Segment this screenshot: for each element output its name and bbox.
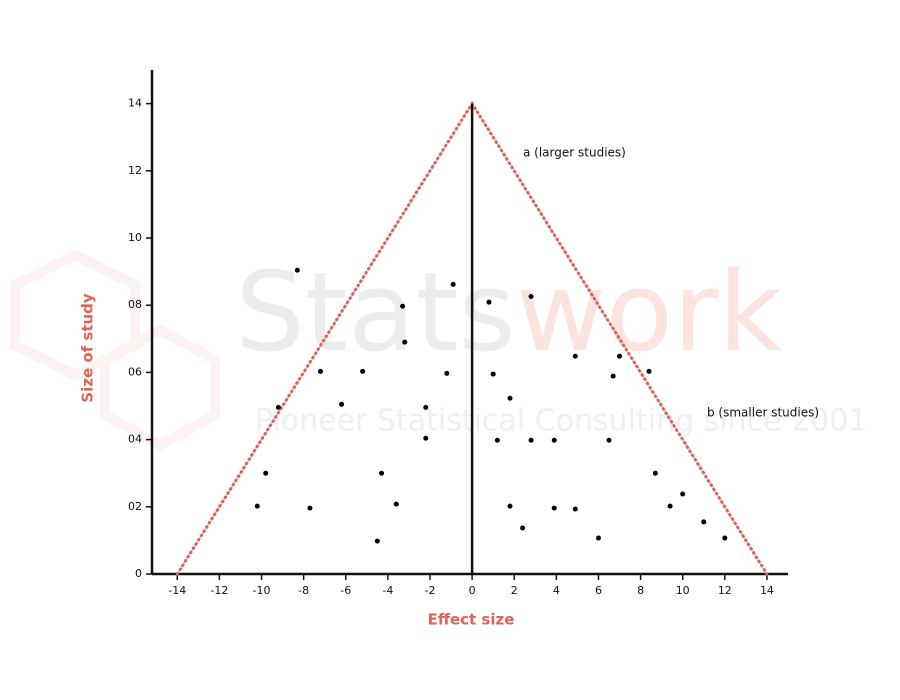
x-tick-label: 10 — [676, 584, 690, 597]
point — [494, 437, 500, 443]
x-tick-label: -2 — [425, 584, 436, 597]
x-tick-label: -10 — [253, 584, 271, 597]
point — [374, 538, 380, 544]
x-tick-label: -8 — [298, 584, 309, 597]
point — [528, 293, 534, 299]
point — [520, 525, 526, 531]
annotation: a (larger studies) — [523, 146, 626, 160]
point — [595, 535, 601, 541]
point — [528, 437, 534, 443]
point — [507, 395, 513, 401]
point — [680, 491, 686, 497]
y-tick-label: 14 — [128, 97, 142, 110]
point — [400, 303, 406, 309]
x-tick-label: 4 — [553, 584, 560, 597]
point — [551, 437, 557, 443]
point — [263, 470, 269, 476]
watermark — [10, 249, 220, 451]
point — [507, 503, 513, 509]
point — [617, 353, 623, 359]
point — [572, 506, 578, 512]
y-tick-label: 10 — [128, 231, 142, 244]
point — [339, 401, 345, 407]
x-tick-label: 12 — [718, 584, 732, 597]
point — [402, 339, 408, 345]
watermark-right: work — [516, 248, 782, 376]
point — [667, 503, 673, 509]
point — [450, 281, 456, 287]
point — [254, 503, 260, 509]
x-tick-label: 0 — [469, 584, 476, 597]
y-tick-label: 04 — [128, 433, 142, 446]
point — [572, 353, 578, 359]
point — [551, 505, 557, 511]
x-tick-label: -4 — [382, 584, 393, 597]
point — [444, 370, 450, 376]
point — [646, 368, 652, 374]
point — [379, 470, 385, 476]
x-tick-label: -14 — [168, 584, 186, 597]
y-tick-label: 12 — [128, 164, 142, 177]
y-tick-label: 06 — [128, 365, 142, 378]
point — [610, 373, 616, 379]
point — [490, 371, 496, 377]
x-tick-label: -12 — [210, 584, 228, 597]
x-tick-label: -6 — [340, 584, 351, 597]
point — [652, 470, 658, 476]
x-axis-title: Effect size — [428, 611, 515, 629]
x-tick-label: 2 — [511, 584, 518, 597]
point — [606, 437, 612, 443]
watermark-brand: Statswork — [235, 248, 782, 376]
point — [275, 404, 281, 410]
point — [317, 368, 323, 374]
point — [393, 501, 399, 507]
point — [722, 535, 728, 541]
point — [307, 505, 313, 511]
y-tick-label: 0 — [135, 567, 142, 580]
x-tick-label: 6 — [595, 584, 602, 597]
y-tick-label: 02 — [128, 500, 142, 513]
annotation: b (smaller studies) — [707, 406, 819, 420]
point — [360, 368, 366, 374]
point — [423, 404, 429, 410]
x-tick-label: 8 — [637, 584, 644, 597]
watermark-tagline: Pioneer Statistical Consulting since 200… — [255, 404, 867, 439]
point — [486, 299, 492, 305]
point — [423, 435, 429, 441]
y-axis-title: Size of study — [79, 293, 97, 403]
x-tick-label: 14 — [760, 584, 774, 597]
watermark-left: Stats — [235, 248, 516, 376]
y-tick-label: 08 — [128, 298, 142, 311]
point — [294, 267, 300, 273]
point — [701, 519, 707, 525]
